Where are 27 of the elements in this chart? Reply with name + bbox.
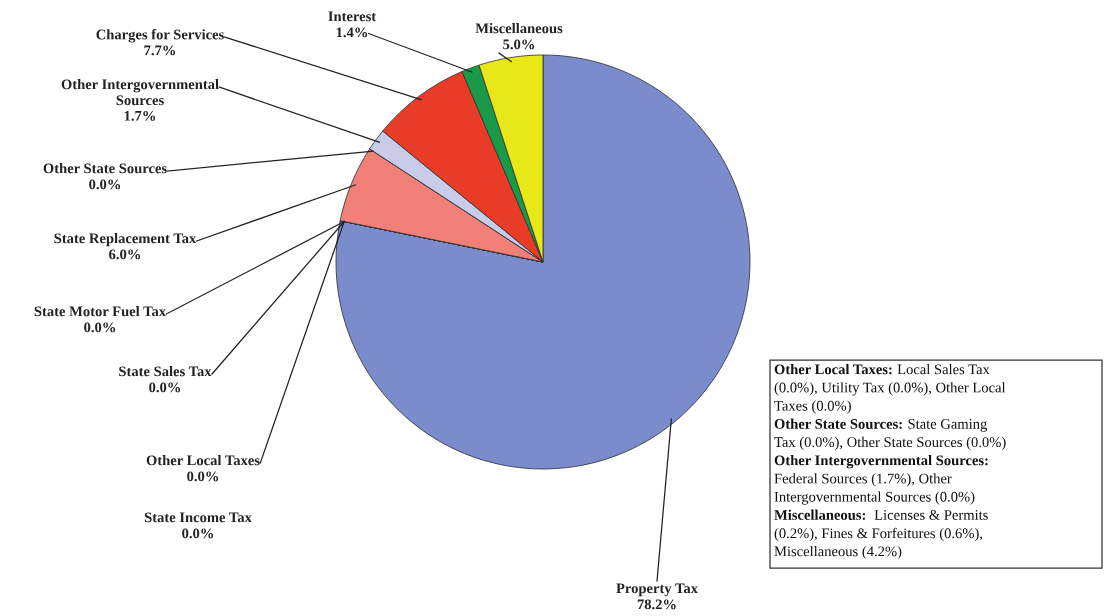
text: 0.0% [84, 322, 116, 333]
slice-label: Interest [328, 11, 377, 22]
slice-label: Miscellaneous [475, 23, 563, 34]
slice-label: State Replacement Tax [54, 233, 197, 247]
category-label: State Sales Tax [119, 366, 212, 377]
pie-slice [335, 54, 751, 470]
text: Other State Sources: State Gaming Tax (0.0%), Other State Sources (0.0%) [774, 418, 1006, 451]
slice-label: Property Tax [616, 583, 698, 597]
text: 0.0% [182, 528, 214, 539]
category-label: Other State Sources [43, 163, 167, 174]
text: Miscellaneous: Licenses & Permits (0.2%), Fines & Forfeitures (0.6%), Miscellaneous (4.2%) [774, 509, 988, 560]
data-label: 1.4% [336, 27, 368, 38]
text: 0.0% [89, 179, 121, 190]
slice-label: Charges for Services [96, 29, 224, 43]
text: 0.0% [187, 471, 219, 482]
category-label: Other Local Taxes [146, 455, 260, 466]
text: Other Intergovernmental Sources: Federal Sources (1.7%), Other Intergovernmental Sources (0.0%) [774, 455, 988, 505]
text: Other Local Taxes: Local Sales Tax (0.0%), Utility Tax (0.0%), Other Local Taxes (0.0%) [774, 364, 1006, 414]
text: 0.0% [149, 382, 181, 393]
slice-label: Other Intergovernmental Sources [61, 79, 219, 106]
category-label: State Income Tax [144, 512, 252, 523]
data-label: 5.0% [503, 39, 535, 50]
data-label: 7.7% [144, 45, 176, 56]
data-label: 1.7% [124, 110, 156, 121]
data-label: 78.2% [637, 599, 676, 610]
category-label: State Motor Fuel Tax [34, 306, 167, 317]
data-label: 6.0% [109, 249, 141, 260]
